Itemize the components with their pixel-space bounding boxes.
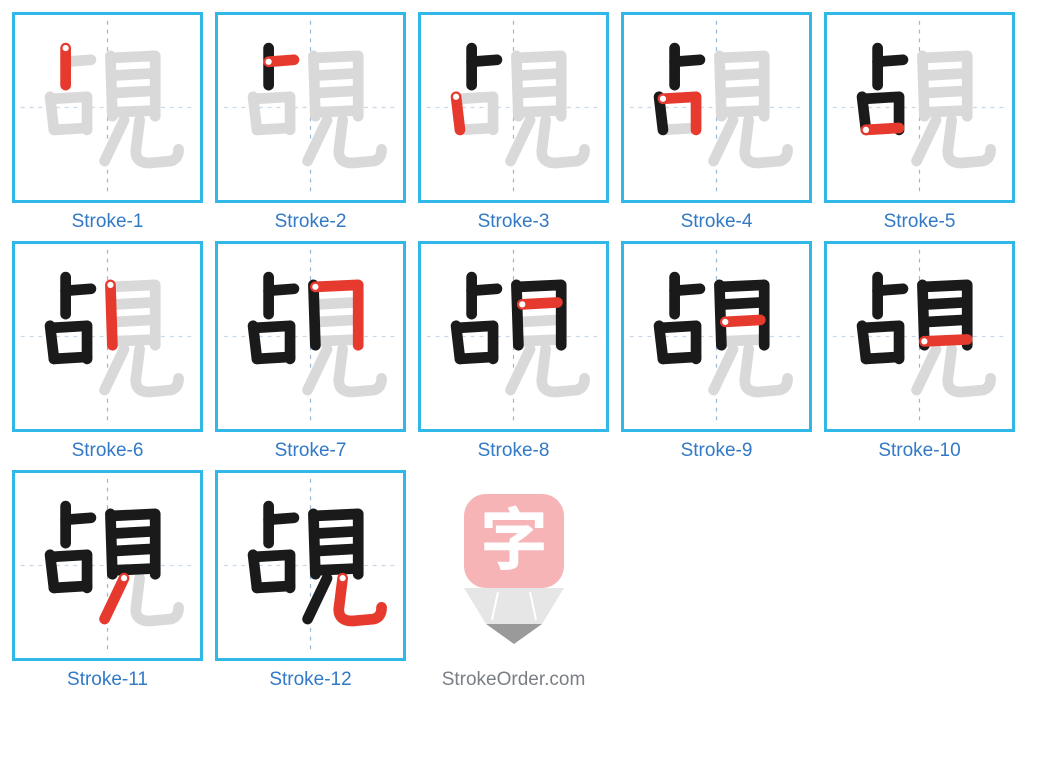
svg-text:字: 字 bbox=[479, 486, 547, 584]
stroke-caption: Stroke-12 bbox=[269, 669, 351, 691]
stroke-caption: Stroke-11 bbox=[67, 669, 148, 691]
stroke-svg bbox=[421, 244, 606, 429]
stroke-caption: Stroke-10 bbox=[878, 440, 960, 462]
logo-caption: StrokeOrder.com bbox=[442, 669, 586, 691]
stroke-tile-4 bbox=[621, 12, 812, 203]
stroke-caption: Stroke-8 bbox=[478, 440, 550, 462]
stroke-tile-6 bbox=[12, 241, 203, 432]
stroke-order-grid: Stroke-1 Stroke-2 Stroke-3 bbox=[12, 12, 1038, 691]
stroke-tile-7 bbox=[215, 241, 406, 432]
stroke-cell: Stroke-3 bbox=[418, 12, 609, 233]
logo-svg: 字 bbox=[444, 486, 584, 646]
stroke-caption: Stroke-7 bbox=[275, 440, 347, 462]
stroke-tile-9 bbox=[621, 241, 812, 432]
stroke-svg bbox=[827, 15, 1012, 200]
stroke-svg bbox=[15, 473, 200, 658]
logo-tile: 字 bbox=[418, 470, 609, 661]
stroke-cell: Stroke-8 bbox=[418, 241, 609, 462]
stroke-caption: Stroke-3 bbox=[478, 211, 550, 233]
stroke-cell: Stroke-4 bbox=[621, 12, 812, 233]
stroke-caption: Stroke-6 bbox=[72, 440, 144, 462]
logo-cell: 字 StrokeOrder.com bbox=[418, 470, 609, 691]
stroke-tile-1 bbox=[12, 12, 203, 203]
stroke-caption: Stroke-1 bbox=[72, 211, 144, 233]
stroke-tile-12 bbox=[215, 470, 406, 661]
stroke-cell: Stroke-6 bbox=[12, 241, 203, 462]
stroke-cell: Stroke-11 bbox=[12, 470, 203, 691]
stroke-tile-8 bbox=[418, 241, 609, 432]
stroke-tile-5 bbox=[824, 12, 1015, 203]
stroke-cell: Stroke-12 bbox=[215, 470, 406, 691]
stroke-svg bbox=[15, 244, 200, 429]
stroke-cell: Stroke-7 bbox=[215, 241, 406, 462]
stroke-cell: Stroke-2 bbox=[215, 12, 406, 233]
stroke-svg bbox=[624, 244, 809, 429]
stroke-tile-2 bbox=[215, 12, 406, 203]
stroke-svg bbox=[421, 15, 606, 200]
stroke-tile-11 bbox=[12, 470, 203, 661]
stroke-caption: Stroke-9 bbox=[681, 440, 753, 462]
stroke-svg bbox=[827, 244, 1012, 429]
stroke-svg bbox=[218, 15, 403, 200]
stroke-cell: Stroke-1 bbox=[12, 12, 203, 233]
stroke-cell: Stroke-5 bbox=[824, 12, 1015, 233]
stroke-caption: Stroke-2 bbox=[275, 211, 347, 233]
stroke-caption: Stroke-4 bbox=[681, 211, 753, 233]
stroke-svg bbox=[15, 15, 200, 200]
stroke-tile-10 bbox=[824, 241, 1015, 432]
stroke-cell: Stroke-9 bbox=[621, 241, 812, 462]
stroke-svg bbox=[218, 473, 403, 658]
stroke-svg bbox=[624, 15, 809, 200]
stroke-tile-3 bbox=[418, 12, 609, 203]
stroke-caption: Stroke-5 bbox=[884, 211, 956, 233]
stroke-svg bbox=[218, 244, 403, 429]
stroke-cell: Stroke-10 bbox=[824, 241, 1015, 462]
